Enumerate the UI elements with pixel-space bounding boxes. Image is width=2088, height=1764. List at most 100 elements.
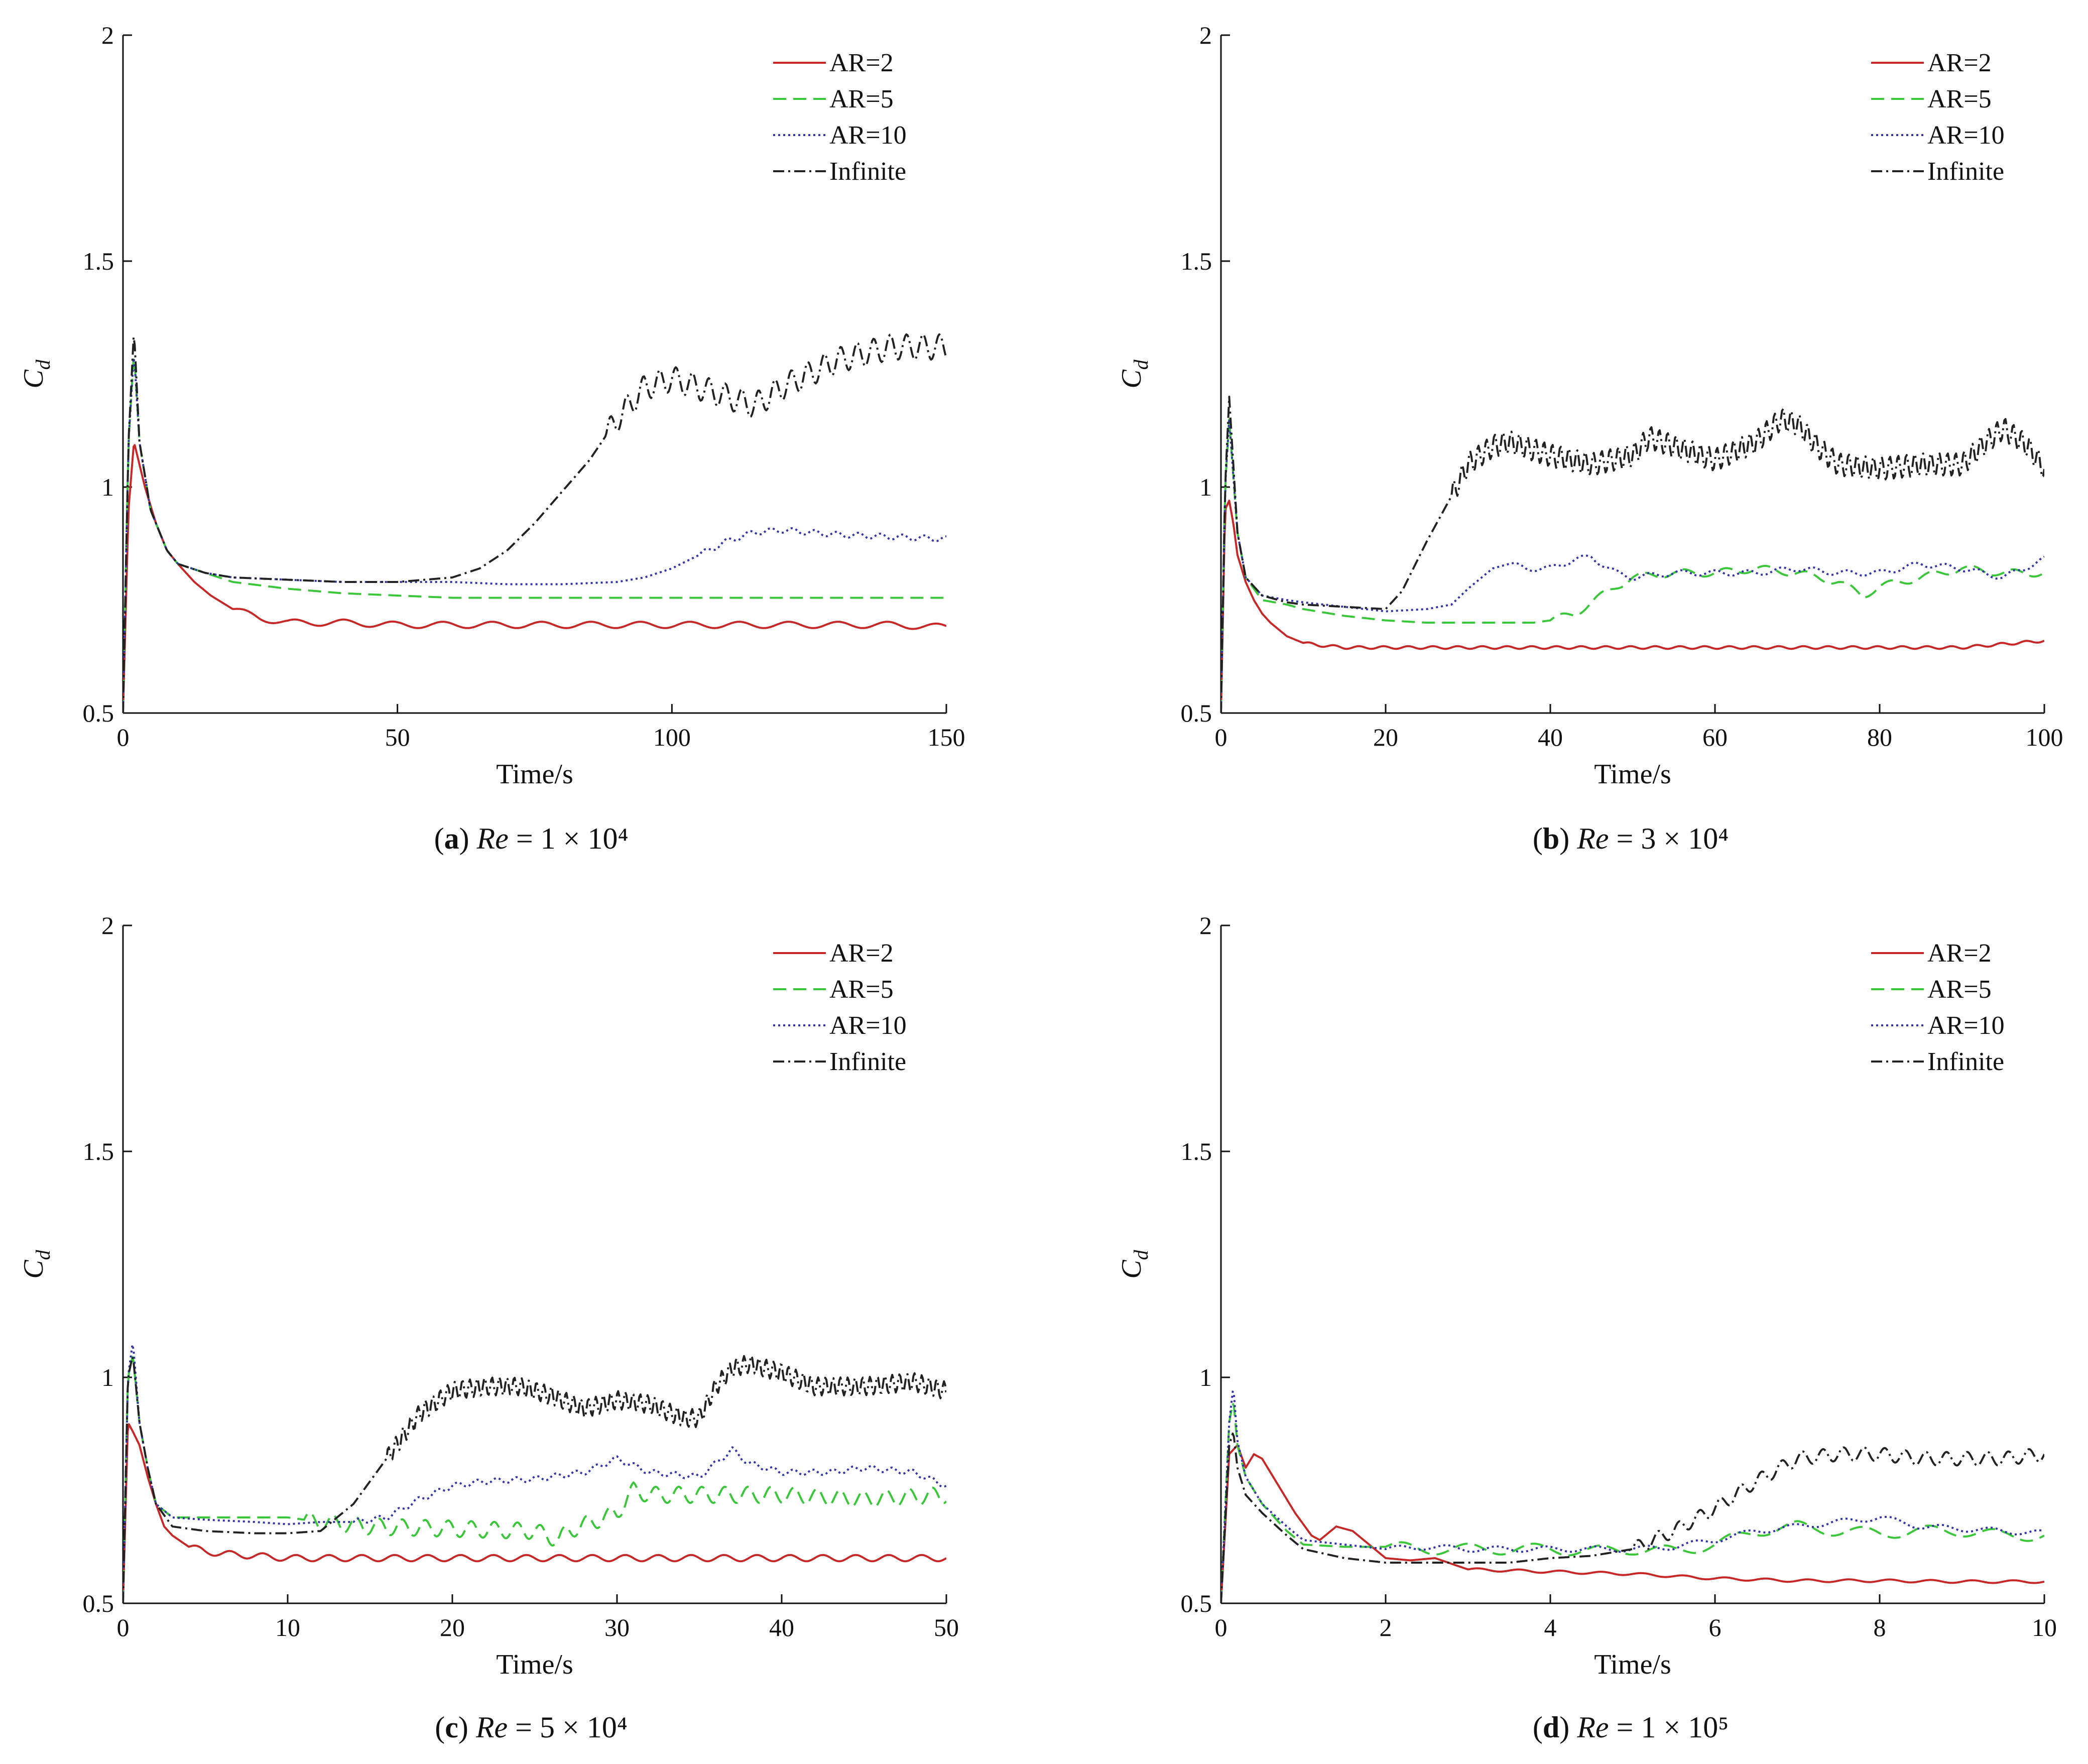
y-tick-label: 2 [1199,911,1212,939]
caption-paren-open: ( [435,1711,445,1744]
caption-label: c [445,1711,458,1744]
x-tick-label: 0 [1215,1613,1227,1641]
caption-label: a [444,822,459,855]
x-tick-label: 100 [653,723,691,751]
x-axis-title: Time/s [496,759,573,790]
x-tick-label: 20 [440,1613,465,1641]
series-line-ar-10 [1221,1390,2044,1603]
x-tick-label: 10 [275,1613,300,1641]
x-tick-label: 150 [928,723,965,751]
legend-label: AR=2 [1927,939,1992,968]
x-tick-label: 30 [604,1613,630,1641]
x-tick-label: 0 [117,723,130,751]
series-line-ar-10 [123,1343,946,1603]
legend-label: Infinite [829,1047,906,1076]
panel-caption: (a) Re = 1 × 10⁴ [434,822,629,855]
caption-paren-close: ) [1559,822,1577,855]
caption-paren-close: ) [458,1711,476,1744]
x-tick-label: 0 [1215,723,1227,751]
legend-label: AR=5 [829,975,894,1004]
x-axis-title: Time/s [1594,1649,1671,1680]
caption-value: = 5 × 10⁴ [508,1711,628,1744]
legend-label: AR=5 [829,85,894,113]
caption-symbol: Re [476,822,509,855]
caption-paren-open: ( [434,822,444,855]
x-axis-title: Time/s [496,1649,573,1680]
y-tick-label: 1 [1199,1363,1212,1391]
y-axis-title: Cd [18,359,54,388]
legend-label: AR=5 [1927,85,1992,113]
x-tick-label: 40 [1538,723,1563,751]
y-axis-title-subscript: d [1130,1249,1152,1260]
y-tick-label: 1 [101,1363,114,1391]
caption-label: d [1543,1711,1559,1744]
series-line-infinite [123,1355,946,1603]
legend-label: Infinite [1927,157,2004,186]
legend-label: AR=2 [829,939,894,968]
legend-label: AR=10 [829,121,907,150]
series-line-ar-5 [123,1356,946,1603]
x-tick-label: 2 [1380,1613,1392,1641]
y-tick-label: 2 [101,21,114,49]
legend-label: AR=10 [1927,1011,2005,1040]
series-line-ar-5 [123,357,946,713]
legend-label: AR=2 [1927,49,1992,77]
x-tick-label: 50 [385,723,410,751]
caption-paren-open: ( [1533,822,1543,855]
y-axis-title-main: C [1116,1260,1147,1279]
y-tick-label: 1 [1199,473,1212,501]
caption-symbol: Re [475,1711,508,1744]
y-tick-label: 0.5 [83,699,114,727]
series-line-ar-5 [1221,1402,2044,1603]
y-tick-label: 0.5 [1181,699,1212,727]
x-tick-label: 60 [1702,723,1728,751]
x-tick-label: 0 [117,1613,130,1641]
y-tick-label: 2 [101,911,114,939]
y-tick-label: 2 [1199,21,1212,49]
y-tick-label: 1.5 [1181,247,1212,275]
y-axis-title-main: C [18,370,49,389]
y-tick-label: 0.5 [83,1589,114,1617]
y-axis-title: Cd [1116,359,1152,388]
panel-caption: (b) Re = 3 × 10⁴ [1533,822,1729,855]
y-axis-title-main: C [1116,370,1147,389]
legend-label: AR=5 [1927,975,1992,1004]
caption-paren-open: ( [1533,1711,1543,1744]
series-line-ar-2 [123,1423,946,1603]
panel-caption: (c) Re = 5 × 10⁴ [435,1711,627,1744]
series-line-infinite [123,333,946,713]
series-line-infinite [1221,1432,2044,1603]
series-line-ar-5 [1221,418,2044,713]
chart-panel-d: 0.5 1 1.5 2 0 2 4 6 8 10 Time/s Cd AR=2 AR=5 AR=10 Infi… [1116,911,2057,1744]
y-tick-label: 1 [101,473,114,501]
x-tick-label: 6 [1709,1613,1722,1641]
caption-symbol: Re [1576,1711,1609,1744]
y-axis-title-subscript: d [1130,359,1152,370]
x-tick-label: 4 [1544,1613,1557,1641]
series-line-ar-2 [1221,1444,2044,1603]
y-tick-label: 1.5 [1181,1137,1212,1165]
y-axis-title-subscript: d [32,359,54,370]
y-axis-title: Cd [18,1249,54,1278]
legend-label: Infinite [829,157,906,186]
legend-label: AR=10 [1927,121,2005,150]
series-line-ar-2 [123,444,946,713]
series-line-infinite [1221,396,2044,713]
caption-label: b [1543,822,1559,855]
y-tick-label: 1.5 [83,1137,114,1165]
caption-paren-close: ) [459,822,477,855]
caption-paren-close: ) [1559,1711,1577,1744]
caption-symbol: Re [1576,822,1609,855]
x-tick-label: 40 [769,1613,794,1641]
x-tick-label: 10 [2032,1613,2057,1641]
y-axis-title: Cd [1116,1249,1152,1278]
legend-label: AR=2 [829,49,894,77]
series-line-ar-10 [1221,418,2044,713]
y-tick-label: 0.5 [1181,1589,1212,1617]
x-tick-label: 20 [1373,723,1398,751]
panel-caption: (d) Re = 1 × 10⁵ [1533,1711,1729,1744]
x-tick-label: 100 [2026,723,2063,751]
caption-value: = 3 × 10⁴ [1609,822,1729,855]
y-tick-label: 1.5 [83,247,114,275]
